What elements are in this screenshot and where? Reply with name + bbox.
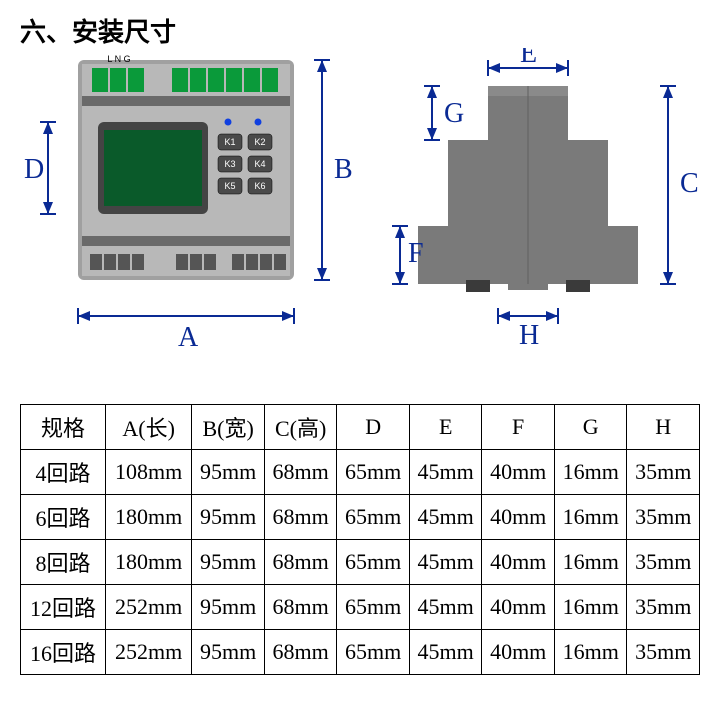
table-cell: 35mm — [627, 450, 700, 495]
table-cell: 4回路 — [21, 450, 106, 495]
svg-text:K2: K2 — [254, 137, 265, 147]
front-view: L N G K1 K2 K3 K4 K5 K6 — [78, 54, 294, 280]
col-C: C(高) — [264, 405, 337, 450]
svg-text:D: D — [24, 154, 44, 185]
table-cell: 45mm — [409, 630, 482, 675]
table-cell: 40mm — [482, 450, 555, 495]
table-cell: 65mm — [337, 450, 410, 495]
table-cell: 95mm — [192, 495, 265, 540]
table-cell: 95mm — [192, 630, 265, 675]
col-E: E — [409, 405, 482, 450]
table-cell: 65mm — [337, 585, 410, 630]
table-row: 16回路252mm95mm68mm65mm45mm40mm16mm35mm — [21, 630, 700, 675]
table-cell: 252mm — [105, 630, 191, 675]
svg-text:K1: K1 — [224, 137, 235, 147]
svg-text:F: F — [408, 238, 424, 269]
table-cell: 12回路 — [21, 585, 106, 630]
table-row: 6回路180mm95mm68mm65mm45mm40mm16mm35mm — [21, 495, 700, 540]
col-A: A(长) — [105, 405, 191, 450]
table-cell: 68mm — [264, 585, 337, 630]
dim-C: C — [660, 86, 699, 284]
table-cell: 65mm — [337, 540, 410, 585]
dim-G: G — [424, 86, 464, 140]
dimension-table: 规格 A(长) B(宽) C(高) D E F G H 4回路108mm95mm… — [20, 404, 700, 675]
table-cell: 35mm — [627, 630, 700, 675]
table-cell: 40mm — [482, 495, 555, 540]
col-B: B(宽) — [192, 405, 265, 450]
table-cell: 95mm — [192, 585, 265, 630]
dim-A: A — [78, 308, 294, 353]
table-cell: 16mm — [554, 450, 627, 495]
table-cell: 180mm — [105, 495, 191, 540]
dim-B: B — [314, 60, 353, 280]
table-cell: 68mm — [264, 630, 337, 675]
svg-text:G: G — [444, 98, 464, 129]
table-cell: 180mm — [105, 540, 191, 585]
dimension-diagrams: L N G K1 K2 K3 K4 K5 K6 — [0, 48, 720, 378]
col-D: D — [337, 405, 410, 450]
table-cell: 40mm — [482, 540, 555, 585]
col-spec: 规格 — [21, 405, 106, 450]
table-cell: 40mm — [482, 585, 555, 630]
table-cell: 16回路 — [21, 630, 106, 675]
table-cell: 108mm — [105, 450, 191, 495]
table-cell: 95mm — [192, 450, 265, 495]
svg-text:K3: K3 — [224, 159, 235, 169]
table-header-row: 规格 A(长) B(宽) C(高) D E F G H — [21, 405, 700, 450]
col-G: G — [554, 405, 627, 450]
dim-D: D — [24, 122, 56, 214]
table-cell: 16mm — [554, 630, 627, 675]
table-cell: 8回路 — [21, 540, 106, 585]
table-cell: 16mm — [554, 495, 627, 540]
svg-text:K4: K4 — [254, 159, 265, 169]
svg-text:C: C — [680, 168, 699, 199]
lng-label: L N G — [107, 54, 130, 64]
table-row: 12回路252mm95mm68mm65mm45mm40mm16mm35mm — [21, 585, 700, 630]
table-cell: 45mm — [409, 585, 482, 630]
table-cell: 35mm — [627, 585, 700, 630]
page-title: 六、安装尺寸 — [20, 12, 176, 49]
table-cell: 252mm — [105, 585, 191, 630]
svg-text:E: E — [520, 48, 537, 69]
table-row: 8回路180mm95mm68mm65mm45mm40mm16mm35mm — [21, 540, 700, 585]
table-cell: 45mm — [409, 495, 482, 540]
table-row: 4回路108mm95mm68mm65mm45mm40mm16mm35mm — [21, 450, 700, 495]
table-cell: 16mm — [554, 585, 627, 630]
svg-text:K6: K6 — [254, 181, 265, 191]
svg-text:A: A — [178, 322, 199, 353]
table-cell: 95mm — [192, 540, 265, 585]
col-F: F — [482, 405, 555, 450]
table-cell: 68mm — [264, 540, 337, 585]
table-cell: 68mm — [264, 495, 337, 540]
svg-text:K5: K5 — [224, 181, 235, 191]
table-cell: 65mm — [337, 495, 410, 540]
table-cell: 65mm — [337, 630, 410, 675]
table-cell: 16mm — [554, 540, 627, 585]
table-cell: 6回路 — [21, 495, 106, 540]
table-cell: 35mm — [627, 540, 700, 585]
svg-text:H: H — [519, 320, 539, 351]
dim-E: E — [488, 48, 568, 76]
table-cell: 45mm — [409, 450, 482, 495]
table-cell: 45mm — [409, 540, 482, 585]
svg-text:B: B — [334, 154, 353, 185]
table-cell: 35mm — [627, 495, 700, 540]
table-cell: 68mm — [264, 450, 337, 495]
col-H: H — [627, 405, 700, 450]
dim-H: H — [498, 308, 558, 351]
table-cell: 40mm — [482, 630, 555, 675]
